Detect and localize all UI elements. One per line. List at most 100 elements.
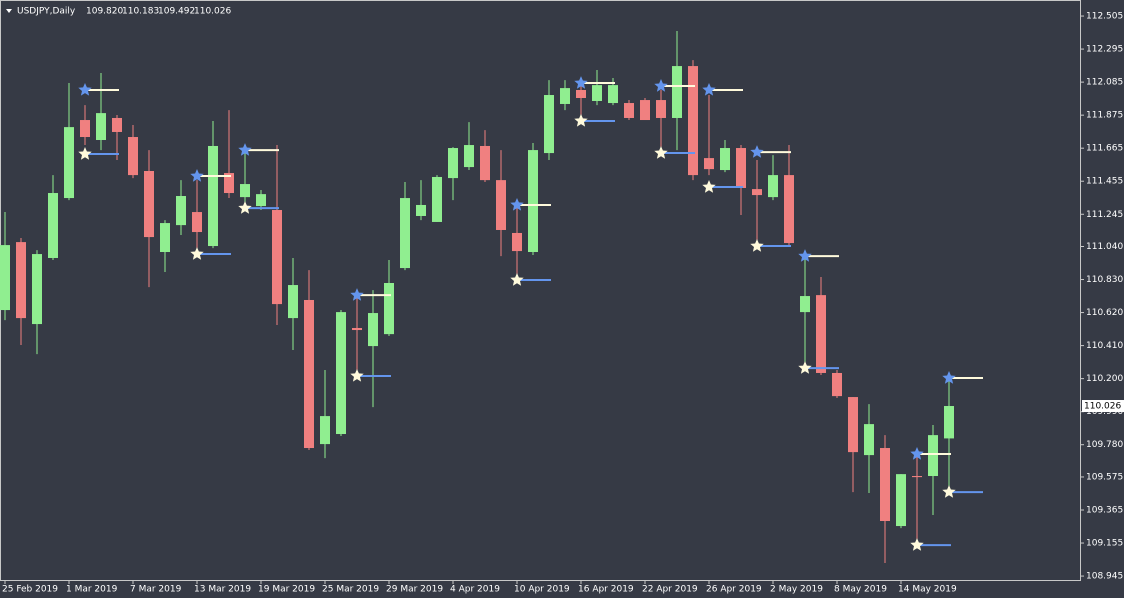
candle-body <box>624 103 634 118</box>
candle-body <box>400 198 410 269</box>
candle-body <box>512 232 522 252</box>
x-tick-label: 19 Mar 2019 <box>258 585 315 595</box>
candle-body <box>784 175 794 244</box>
y-tick-label: 109.155 <box>1086 539 1123 549</box>
fractal-star <box>798 361 812 374</box>
candle-body <box>272 210 282 305</box>
candle-body <box>432 176 442 222</box>
candle-body <box>320 416 330 445</box>
candle-body <box>944 406 954 439</box>
low-label: 109.492 <box>158 7 195 17</box>
x-tick-label: 4 Apr 2019 <box>450 585 500 595</box>
fractal-star <box>910 538 924 551</box>
candle-body <box>752 189 762 196</box>
fractal-star <box>574 76 588 89</box>
fractal-star <box>942 371 956 384</box>
candle-body <box>368 313 378 347</box>
fractal-star <box>510 273 524 286</box>
fractal-star <box>750 145 764 158</box>
candle-body <box>224 173 234 194</box>
candle-body <box>464 145 474 168</box>
candle-body <box>208 145 218 247</box>
y-tick-label: 109.990 <box>1086 407 1123 417</box>
candle-body <box>864 424 874 456</box>
candle-body <box>928 435 938 477</box>
candle-body <box>528 150 538 253</box>
fractal-star <box>350 288 364 301</box>
fractal-star <box>654 79 668 92</box>
candle-body <box>128 137 138 176</box>
y-tick-label: 112.085 <box>1086 78 1123 88</box>
candle-body <box>352 327 362 331</box>
candle-body <box>240 184 250 198</box>
candle-body <box>656 100 666 118</box>
fractal-star <box>654 146 668 159</box>
y-tick-label: 111.875 <box>1086 111 1123 121</box>
candle-body <box>848 397 858 453</box>
fractal-star <box>190 169 204 182</box>
y-tick-label: 109.780 <box>1086 440 1123 450</box>
candle-body <box>160 223 170 253</box>
x-tick-label: 25 Mar 2019 <box>322 585 379 595</box>
candle-body <box>592 85 602 101</box>
fractal-star <box>78 147 92 160</box>
fractal-star <box>510 198 524 211</box>
candle-body <box>816 295 826 373</box>
candle-body <box>832 372 842 397</box>
y-tick-label: 111.040 <box>1086 242 1123 252</box>
x-tick-label: 22 Apr 2019 <box>642 585 698 595</box>
x-tick-label: 2 May 2019 <box>770 585 823 595</box>
fractal-star <box>238 143 252 156</box>
fractal-star <box>702 83 716 96</box>
x-tick-label: 26 Apr 2019 <box>706 585 762 595</box>
fractal-star <box>910 447 924 460</box>
candle-body <box>800 296 810 313</box>
fractal-star <box>750 239 764 252</box>
candle-body <box>496 180 506 230</box>
candle-body <box>80 120 90 138</box>
candle-body <box>336 312 346 435</box>
y-tick-label: 111.665 <box>1086 144 1123 154</box>
close-label: 110.026 <box>194 7 231 17</box>
open-label: 109.820 <box>86 7 123 17</box>
candle-body <box>544 95 554 154</box>
fractal-star <box>942 485 956 498</box>
candle-body <box>288 285 298 319</box>
y-tick-label: 110.620 <box>1086 308 1123 318</box>
fractal-star <box>702 180 716 193</box>
candle-body <box>768 175 778 198</box>
fractal-star <box>238 201 252 214</box>
y-tick-label: 110.200 <box>1086 374 1123 384</box>
candle-body <box>64 127 74 199</box>
x-tick-label: 1 Mar 2019 <box>66 585 118 595</box>
fractal-star <box>190 247 204 260</box>
candle-body <box>688 66 698 176</box>
y-tick-label: 110.410 <box>1086 341 1123 351</box>
x-tick-label: 8 May 2019 <box>834 585 887 595</box>
x-tick-label: 14 May 2019 <box>898 585 957 595</box>
candle-body <box>608 85 618 104</box>
price-tag-label: 110.026 <box>1084 402 1121 412</box>
y-tick-label: 112.295 <box>1086 45 1123 55</box>
candle-body <box>192 212 202 233</box>
candle-body <box>480 145 490 181</box>
candle-body <box>384 282 394 335</box>
candle-body <box>912 476 922 478</box>
fractal-star <box>574 114 588 127</box>
y-tick-label: 112.505 <box>1086 12 1123 22</box>
menu-arrow[interactable] <box>6 9 12 13</box>
candle-body <box>144 170 154 238</box>
candle-body <box>560 88 570 104</box>
candle-body <box>640 100 650 121</box>
fractal-star <box>798 249 812 262</box>
x-tick-label: 10 Apr 2019 <box>514 585 570 595</box>
candle-body <box>16 242 26 319</box>
y-tick-label: 109.575 <box>1086 472 1123 482</box>
y-tick-label: 111.245 <box>1086 210 1123 220</box>
y-tick-label: 108.945 <box>1086 572 1123 582</box>
candle-body <box>48 193 58 258</box>
fractal-star <box>78 83 92 96</box>
candle-body <box>0 245 10 311</box>
candle-body <box>112 117 122 132</box>
